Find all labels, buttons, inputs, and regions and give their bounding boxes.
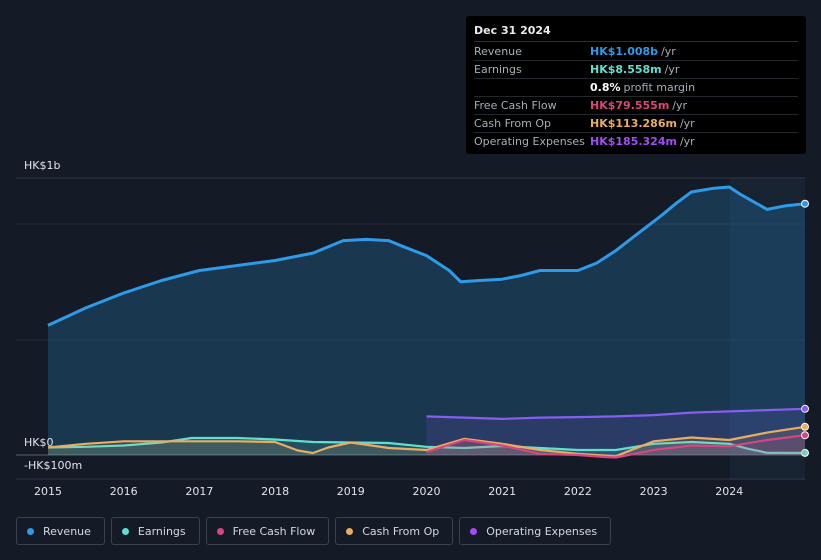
tooltip-label: Operating Expenses [474, 135, 585, 148]
legend-label: Free Cash Flow [232, 524, 316, 538]
y-label-bottom: -HK$100m [24, 459, 83, 472]
tooltip-unit: /yr [661, 45, 676, 58]
legend: Revenue Earnings Free Cash Flow Cash Fro… [16, 517, 612, 545]
legend-item-operating-expenses[interactable]: Operating Expenses [459, 517, 612, 545]
tooltip-value: HK$1.008b [590, 45, 659, 58]
end-point-revenue [801, 199, 809, 208]
y-label-top: HK$1b [24, 159, 61, 172]
tooltip-row-fcf: Free Cash Flow HK$79.555m /yr [474, 97, 798, 115]
x-tick-label: 2023 [640, 485, 668, 498]
x-tick-label: 2016 [110, 485, 138, 498]
x-tick-label: 2018 [261, 485, 289, 498]
legend-label: Cash From Op [362, 524, 440, 538]
earnings-dot-icon [121, 527, 129, 535]
series-area-free-cash-flow [426, 435, 805, 458]
series-area-cash-from-op [48, 426, 805, 457]
legend-item-free-cash-flow[interactable]: Free Cash Flow [205, 517, 330, 545]
x-tick-label: 2021 [488, 485, 516, 498]
series-line-operating-expenses [426, 407, 806, 420]
end-point-cash-from-op [801, 422, 809, 431]
y-label-zero: HK$0 [24, 436, 54, 449]
legend-item-revenue[interactable]: Revenue [16, 517, 105, 545]
end-point-free-cash-flow [801, 431, 809, 440]
tooltip-row-earnings: Earnings HK$8.558m /yr [474, 61, 798, 79]
tooltip-label: Cash From Op [474, 117, 552, 130]
series-line-free-cash-flow [426, 434, 806, 459]
x-tick-label: 2017 [185, 485, 213, 498]
tooltip-unit: /yr [679, 117, 695, 130]
end-point-earnings [801, 448, 809, 457]
series-line-revenue [47, 185, 806, 327]
legend-item-earnings[interactable]: Earnings [110, 517, 200, 545]
tooltip-date: Dec 31 2024 [474, 24, 798, 42]
series-area-revenue [48, 187, 805, 455]
x-tick-label: 2022 [564, 485, 592, 498]
tooltip-value: HK$185.324m [590, 135, 677, 148]
tooltip-row-revenue: Revenue HK$1.008b /yr [474, 43, 798, 61]
tooltip-value: HK$8.558m [590, 63, 662, 76]
legend-label: Operating Expenses [486, 524, 598, 538]
tooltip-label: Free Cash Flow [474, 99, 557, 112]
tooltip-row-opex: Operating Expenses HK$185.324m /yr [474, 133, 798, 150]
operating-expenses-dot-icon [470, 527, 478, 535]
tooltip-label [474, 79, 590, 96]
legend-label: Revenue [43, 524, 91, 538]
tooltip-unit: /yr [679, 135, 695, 148]
tooltip-unit: /yr [672, 99, 688, 112]
tooltip-label: Earnings [474, 63, 522, 76]
tooltip-value: 0.8% [590, 81, 621, 94]
tooltip-value: HK$113.286m [590, 117, 677, 130]
tooltip-row-margin: 0.8% profit margin [474, 79, 798, 97]
legend-label: Earnings [137, 524, 186, 538]
legend-item-cash-from-op[interactable]: Cash From Op [335, 517, 454, 545]
x-axis-ticks: 2015 2016 2017 2018 2019 2020 2021 2022 2023 2024 [34, 485, 743, 498]
series-line-cash-from-op [47, 425, 806, 458]
tooltip-panel: Dec 31 2024 Revenue HK$1.008b /yr Earnin… [466, 16, 806, 154]
x-tick-label: 2020 [413, 485, 441, 498]
tooltip-value: HK$79.555m [590, 99, 670, 112]
tooltip-label: Revenue [474, 45, 522, 58]
series-layer [47, 185, 809, 459]
tooltip-row-cfo: Cash From Op HK$113.286m /yr [474, 115, 798, 133]
end-point-operating-expenses [801, 404, 809, 413]
cash-from-op-dot-icon [346, 527, 354, 535]
x-tick-label: 2015 [34, 485, 62, 498]
tooltip-unit: /yr [664, 63, 680, 76]
tooltip-unit: profit margin [623, 81, 696, 94]
x-tick-label: 2024 [715, 485, 743, 498]
revenue-dot-icon [27, 527, 34, 535]
x-tick-label: 2019 [337, 485, 365, 498]
free-cash-flow-dot-icon [216, 527, 224, 535]
